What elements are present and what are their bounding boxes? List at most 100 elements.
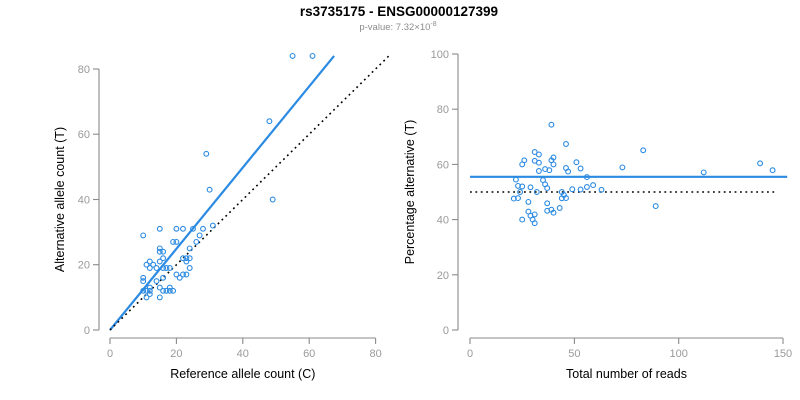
- pvalue-text: p-value: 7.32×10: [359, 22, 431, 34]
- data-point: [146, 265, 153, 271]
- data-point: [544, 185, 551, 192]
- right-plot-points: [510, 121, 776, 227]
- right-y-tick-label: 60: [437, 159, 449, 171]
- data-point: [309, 52, 316, 59]
- left-x-tick-label: 0: [107, 348, 113, 360]
- data-point: [173, 225, 180, 232]
- data-point: [535, 168, 542, 174]
- data-point: [577, 186, 584, 193]
- data-point: [140, 274, 147, 281]
- data-point: [143, 287, 150, 294]
- data-point: [519, 161, 526, 168]
- left-y-tick-label: 80: [78, 64, 90, 76]
- data-point: [565, 168, 572, 175]
- left-plot: 0 20 40 60 80 0 20 40 60 80 Reference allele count…: [53, 52, 390, 381]
- data-point: [176, 274, 183, 281]
- data-point: [583, 184, 590, 190]
- data-point: [531, 157, 538, 164]
- data-point: [619, 164, 626, 171]
- right-x-tick-label: 100: [670, 348, 688, 360]
- right-x-tick-label: 150: [774, 348, 792, 360]
- data-point: [266, 118, 273, 125]
- left-plot-points: [140, 52, 316, 301]
- data-point: [170, 287, 177, 294]
- data-point: [180, 271, 186, 278]
- data-point: [156, 248, 163, 255]
- data-point: [546, 167, 553, 174]
- data-point: [517, 189, 524, 195]
- data-point: [598, 186, 605, 193]
- left-identity-line: [109, 55, 390, 331]
- data-point: [140, 278, 147, 285]
- data-point: [160, 274, 167, 281]
- left-y-tick-label: 40: [78, 195, 90, 207]
- left-x-tick-label: 80: [369, 348, 381, 360]
- left-y-tick-label: 60: [78, 129, 90, 141]
- data-point: [173, 238, 180, 245]
- data-point: [527, 184, 534, 191]
- data-point: [183, 255, 190, 262]
- data-point: [140, 287, 147, 294]
- data-point: [531, 211, 538, 218]
- data-point: [163, 287, 170, 294]
- data-point: [186, 255, 193, 262]
- data-point: [156, 294, 163, 301]
- data-point: [153, 265, 160, 271]
- data-point: [173, 271, 180, 278]
- data-point: [160, 248, 167, 255]
- left-y-axis-title: Alternative allele count (T): [53, 127, 67, 272]
- right-y-tick-label: 40: [437, 215, 449, 227]
- left-x-tick-label: 20: [170, 348, 182, 360]
- data-point: [186, 245, 193, 252]
- data-point: [156, 245, 163, 252]
- data-point: [757, 160, 764, 167]
- data-point: [209, 222, 216, 229]
- data-point: [652, 203, 659, 210]
- data-point: [590, 182, 597, 189]
- data-point: [156, 284, 163, 291]
- data-point: [510, 195, 517, 202]
- data-point: [166, 287, 173, 294]
- data-point: [640, 147, 647, 154]
- data-point: [563, 195, 569, 202]
- data-point: [193, 238, 200, 245]
- data-point: [200, 225, 206, 232]
- right-y-tick-label: 20: [437, 270, 449, 282]
- data-point: [146, 258, 153, 265]
- data-point: [156, 258, 163, 265]
- data-point: [203, 150, 210, 157]
- right-y-tick-label: 0: [443, 325, 449, 337]
- right-y-tick-label: 80: [437, 104, 449, 116]
- data-point: [146, 287, 153, 294]
- data-point: [519, 216, 526, 223]
- data-point: [146, 284, 153, 291]
- data-point: [548, 206, 555, 213]
- data-point: [550, 161, 557, 168]
- data-point: [183, 258, 190, 265]
- data-point: [146, 291, 153, 298]
- data-point: [583, 174, 590, 181]
- pvalue-exponent: -8: [430, 21, 437, 28]
- right-x-tick-label: 0: [467, 348, 473, 360]
- data-point: [186, 265, 193, 271]
- right-x-tick-label: 50: [568, 348, 580, 360]
- data-point: [183, 271, 190, 278]
- left-x-tick-label: 60: [303, 348, 315, 360]
- data-point: [577, 165, 584, 172]
- data-point: [289, 52, 296, 59]
- data-point: [143, 261, 150, 268]
- data-point: [140, 232, 147, 239]
- data-point: [170, 238, 177, 245]
- right-plot: 0 20 40 60 80 100 0 50 100 150 Total number of rea…: [403, 49, 792, 381]
- data-point: [160, 265, 167, 271]
- data-point: [180, 225, 186, 232]
- left-x-axis-title: Reference allele count (C): [170, 367, 315, 381]
- data-point: [769, 167, 776, 174]
- data-point: [515, 195, 521, 202]
- data-point: [544, 200, 551, 207]
- data-point: [548, 121, 555, 128]
- left-x-tick-label: 40: [237, 348, 249, 360]
- pvalue-subtitle: p-value: 7.32×10-8: [0, 21, 796, 33]
